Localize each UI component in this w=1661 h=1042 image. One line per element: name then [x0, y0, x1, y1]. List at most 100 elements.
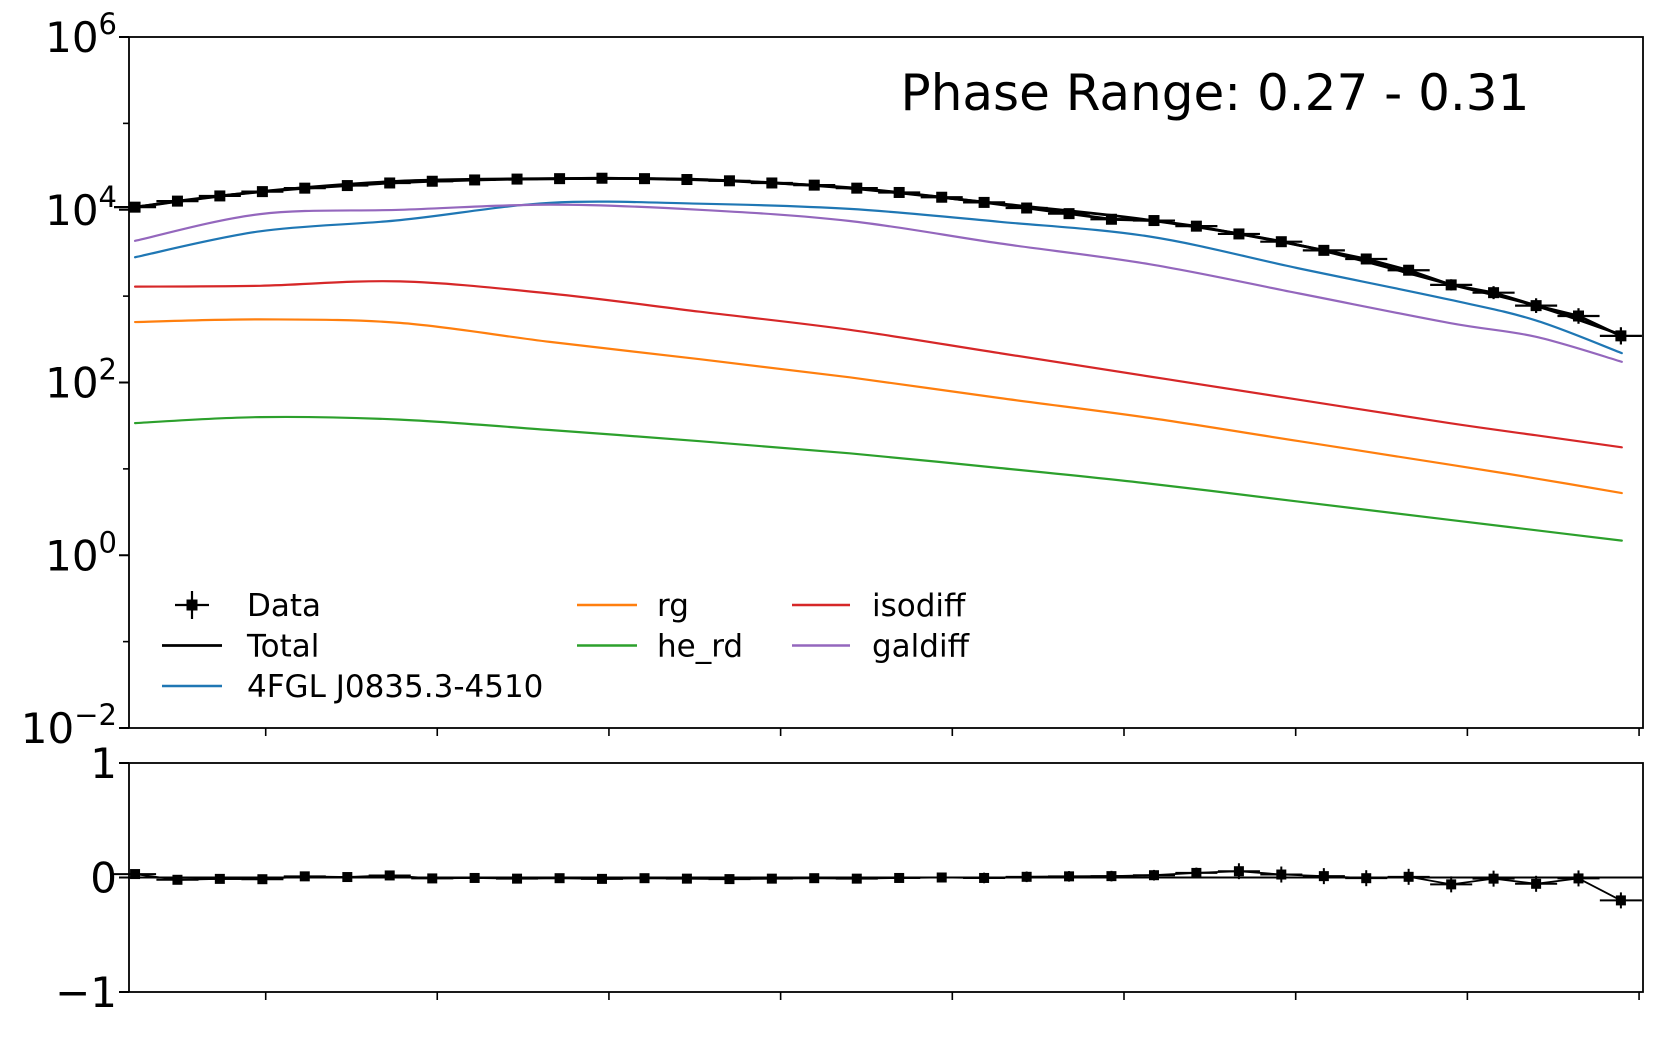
residual-point	[172, 874, 183, 885]
data-point	[1190, 220, 1202, 232]
residual-point	[1446, 879, 1457, 890]
data-point	[299, 182, 311, 194]
y-tick-label: 10−2	[21, 698, 117, 753]
data-point	[1105, 213, 1117, 225]
y-tick-label: 100	[45, 525, 117, 580]
he_rd-curve	[133, 415, 1623, 542]
galdiff-curve	[133, 203, 1623, 363]
data-points	[114, 172, 1642, 345]
legend-label: Data	[247, 588, 321, 624]
residual-point	[936, 872, 947, 883]
data-point	[978, 196, 990, 208]
legend-label: he_rd	[657, 629, 743, 665]
data-point	[1488, 287, 1500, 299]
residual-point	[596, 873, 607, 884]
data-point	[469, 174, 481, 186]
y-axis-ticks: 106 104 102 100 10−21 0 −1	[21, 7, 129, 1017]
legend-column: isodiff galdiff	[792, 588, 970, 665]
data-point	[766, 177, 778, 189]
data-point	[1445, 279, 1457, 291]
data-point	[1615, 330, 1627, 342]
data-point	[256, 186, 268, 198]
data-point	[808, 179, 820, 191]
legend-label: isodiff	[872, 588, 966, 624]
rg-curve	[133, 318, 1623, 495]
residual-point	[724, 874, 735, 885]
y-tick-label: 104	[45, 180, 117, 235]
residual-point	[342, 872, 353, 883]
data-point	[1233, 228, 1245, 240]
residual-point	[299, 871, 310, 882]
data-point	[554, 173, 566, 185]
residual-point	[979, 872, 990, 883]
residual-point	[427, 873, 438, 884]
residual-point	[639, 873, 650, 884]
y-tick-label: 106	[45, 7, 117, 62]
residual-y-tick-label: 0	[90, 854, 117, 903]
legend-label: 4FGL J0835.3-4510	[247, 669, 543, 705]
residual-point	[554, 873, 565, 884]
data-point	[851, 182, 863, 194]
residual-point	[851, 873, 862, 884]
data-point	[341, 180, 353, 192]
legend-label: galdiff	[872, 629, 970, 665]
chart-title: Phase Range: 0.27 - 0.31	[901, 64, 1530, 122]
residual-point	[1191, 867, 1202, 878]
residual-point	[1615, 895, 1626, 906]
legend-label: rg	[657, 588, 689, 624]
residual-point	[894, 872, 905, 883]
residual-point	[766, 873, 777, 884]
residual-point	[512, 873, 523, 884]
residual-point	[130, 869, 141, 880]
x-axis-ticks	[264, 728, 1640, 1000]
residual-point	[809, 873, 820, 884]
data-point	[1148, 215, 1160, 227]
data-point	[1275, 236, 1287, 248]
data-point	[893, 186, 905, 198]
residual-point	[1488, 873, 1499, 884]
isodiff-curve	[133, 280, 1623, 449]
residual-y-tick-label: −1	[55, 968, 117, 1017]
residual-point	[384, 870, 395, 881]
data-point	[511, 173, 523, 185]
legend-entry: Data	[175, 588, 321, 624]
source-curve	[133, 200, 1623, 355]
data-point	[1573, 310, 1585, 322]
legend-column: Data Total 4FGL J0835.3-4510	[162, 588, 543, 705]
residual-point	[1573, 873, 1584, 884]
legend-entry: he_rd	[577, 629, 743, 665]
residual-point	[1148, 870, 1159, 881]
legend-entry: isodiff	[792, 588, 966, 624]
residual-point	[1021, 871, 1032, 882]
data-point	[426, 175, 438, 187]
data-point	[936, 191, 948, 203]
data-point	[1063, 208, 1075, 220]
legend-entry: galdiff	[792, 629, 970, 665]
data-point	[681, 174, 693, 186]
data-point	[129, 201, 141, 213]
data-point	[639, 173, 651, 185]
residual-point	[1403, 871, 1414, 882]
data-point	[171, 195, 183, 207]
data-point	[723, 175, 735, 187]
data-point	[1360, 253, 1372, 265]
data-point	[384, 177, 396, 189]
data-point	[1318, 244, 1330, 256]
y-tick-label: 102	[45, 353, 117, 408]
residual-point	[257, 874, 268, 885]
legend: Data Total 4FGL J0835.3-4510 rg he_rd isodiff…	[162, 588, 970, 705]
legend-data-marker	[186, 599, 198, 611]
legend-entry: rg	[577, 588, 689, 624]
data-point	[1403, 264, 1415, 276]
residual-point	[1106, 871, 1117, 882]
data-point	[214, 190, 226, 202]
residual-panel-data	[114, 863, 1643, 909]
residual-y-tick-label: 1	[90, 739, 117, 788]
data-point	[596, 172, 608, 184]
residual-point	[1233, 866, 1244, 877]
data-point	[1530, 300, 1542, 312]
residual-point	[1276, 869, 1287, 880]
